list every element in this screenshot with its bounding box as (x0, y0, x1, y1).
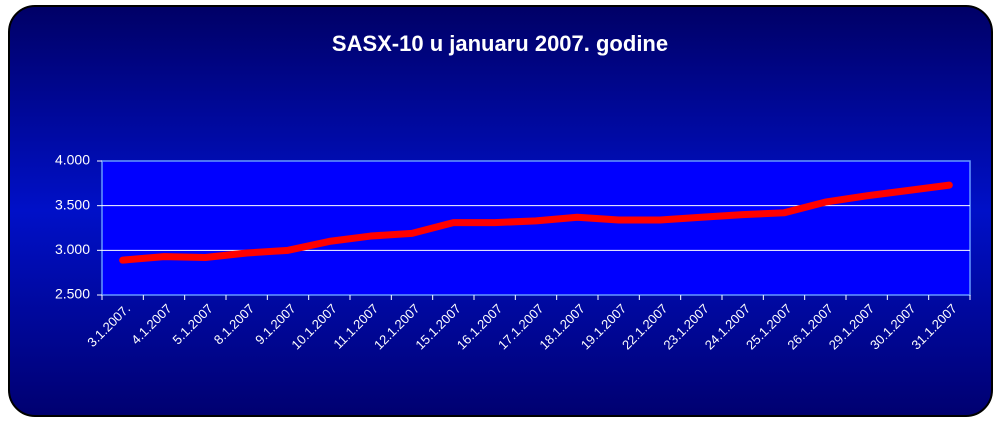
y-tick-label: 2.500 (55, 286, 90, 302)
y-tick-label: 3.000 (55, 241, 90, 257)
y-tick-label: 3.500 (55, 196, 90, 212)
y-tick-label: 4.000 (55, 152, 90, 168)
plot-area (101, 160, 971, 296)
series-line (119, 181, 953, 264)
chart-title: SASX-10 u januaru 2007. godine (332, 31, 668, 56)
